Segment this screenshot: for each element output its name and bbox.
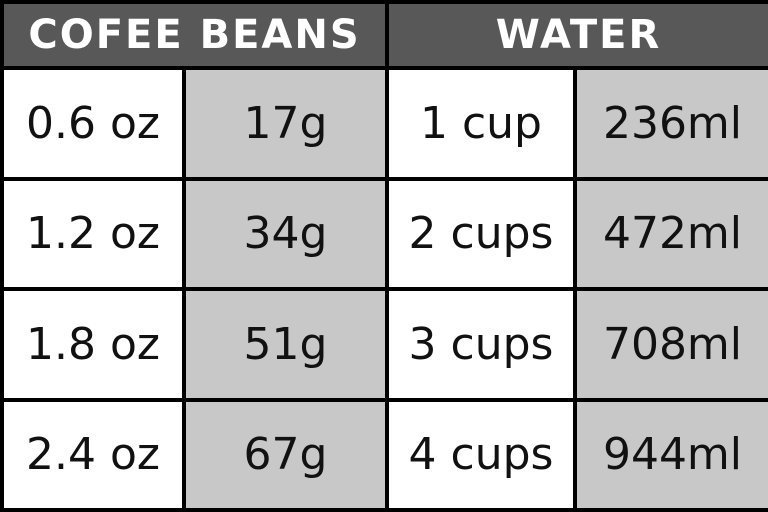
- column-header: WATER: [385, 0, 768, 70]
- table-cell: 944ml: [573, 397, 768, 512]
- table-cell: 1.2 oz: [0, 176, 186, 291]
- table-row: 2.4 oz 67g 4 cups 944ml: [0, 397, 768, 512]
- table-cell: 708ml: [573, 287, 768, 402]
- table-body: 0.6 oz 17g 1 cup 236ml 1.2 oz 34g 2 cups 472ml 1…: [0, 66, 768, 512]
- table-row: 1.2 oz 34g 2 cups 472ml: [0, 176, 768, 291]
- table-cell: 51g: [182, 287, 389, 402]
- header-row: COFEE BEANS WATER: [0, 0, 768, 70]
- table-cell: 67g: [182, 397, 389, 512]
- table-cell: 2 cups: [385, 176, 577, 291]
- table-row: 1.8 oz 51g 3 cups 708ml: [0, 287, 768, 402]
- table-cell: 34g: [182, 176, 389, 291]
- table-cell: 17g: [182, 66, 389, 181]
- table-cell: 472ml: [573, 176, 768, 291]
- table-cell: 4 cups: [385, 397, 577, 512]
- table-row: 0.6 oz 17g 1 cup 236ml: [0, 66, 768, 181]
- table-cell: 236ml: [573, 66, 768, 181]
- table-cell: 0.6 oz: [0, 66, 186, 181]
- table-cell: 1.8 oz: [0, 287, 186, 402]
- table-cell: 1 cup: [385, 66, 577, 181]
- column-header: COFEE BEANS: [0, 0, 389, 70]
- table-cell: 2.4 oz: [0, 397, 186, 512]
- table-cell: 3 cups: [385, 287, 577, 402]
